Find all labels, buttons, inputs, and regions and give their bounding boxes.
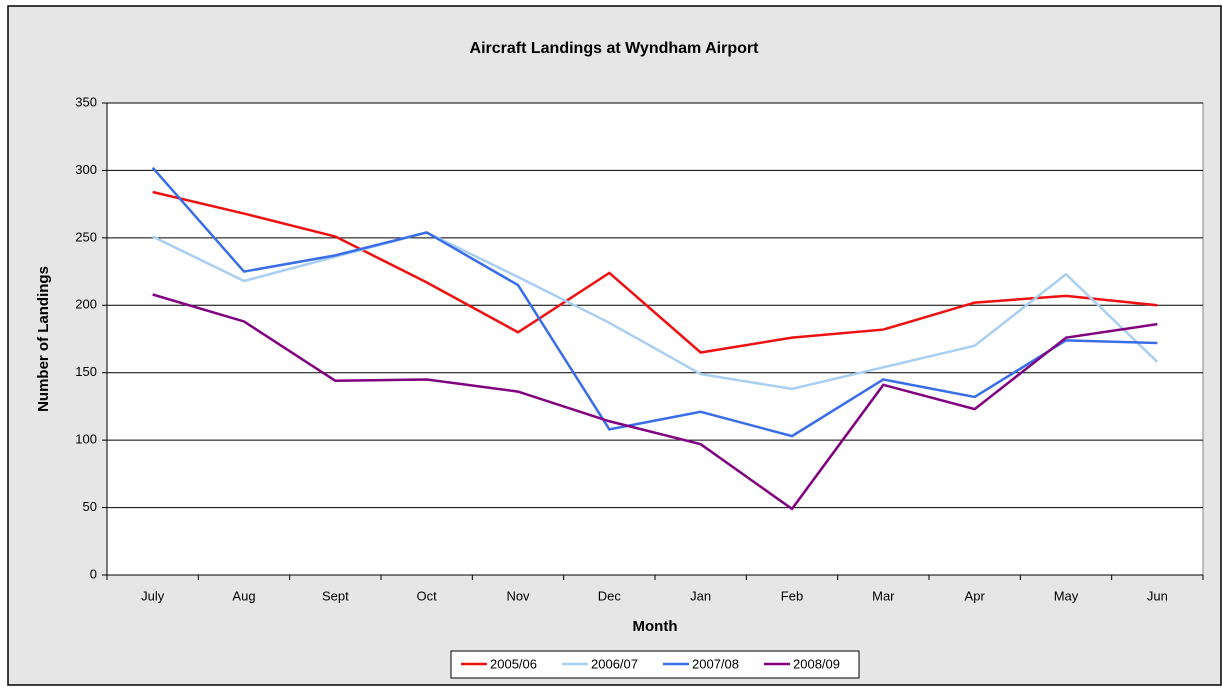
x-tick-label: Apr — [965, 588, 986, 603]
x-tick-label: Feb — [781, 588, 803, 603]
y-tick-label: 100 — [75, 432, 97, 447]
legend-label: 2005/06 — [490, 656, 537, 671]
x-tick-label: Oct — [417, 588, 438, 603]
y-axis-label: Number of Landings — [35, 266, 52, 412]
legend-label: 2007/08 — [692, 656, 739, 671]
x-tick-label: Aug — [232, 588, 255, 603]
legend-label: 2006/07 — [591, 656, 638, 671]
y-tick-label: 250 — [75, 229, 97, 244]
legend-label: 2008/09 — [793, 656, 840, 671]
series-line — [152, 293, 1158, 511]
x-tick-label: Jun — [1147, 588, 1168, 603]
plot-area — [106, 102, 1204, 576]
x-tick-label: July — [141, 588, 165, 603]
series-line — [151, 166, 1158, 438]
y-tick-label: 50 — [83, 499, 97, 514]
series-line — [152, 190, 1158, 354]
y-tick-label: 300 — [75, 162, 97, 177]
x-tick-label: Nov — [506, 588, 530, 603]
y-tick-label: 350 — [75, 94, 97, 109]
x-tick-label: May — [1054, 588, 1079, 603]
chart-title: Aircraft Landings at Wyndham Airport — [470, 40, 760, 57]
x-tick-label: Sept — [322, 588, 349, 603]
legend — [450, 650, 860, 679]
x-tick-label: Jan — [690, 588, 711, 603]
series-line — [152, 231, 1159, 391]
x-tick-label: Mar — [872, 588, 895, 603]
y-tick-label: 200 — [75, 297, 97, 312]
y-tick-label: 0 — [90, 566, 97, 581]
y-tick-label: 150 — [75, 364, 97, 379]
x-tick-label: Dec — [598, 588, 622, 603]
x-axis-label: Month — [633, 618, 678, 635]
